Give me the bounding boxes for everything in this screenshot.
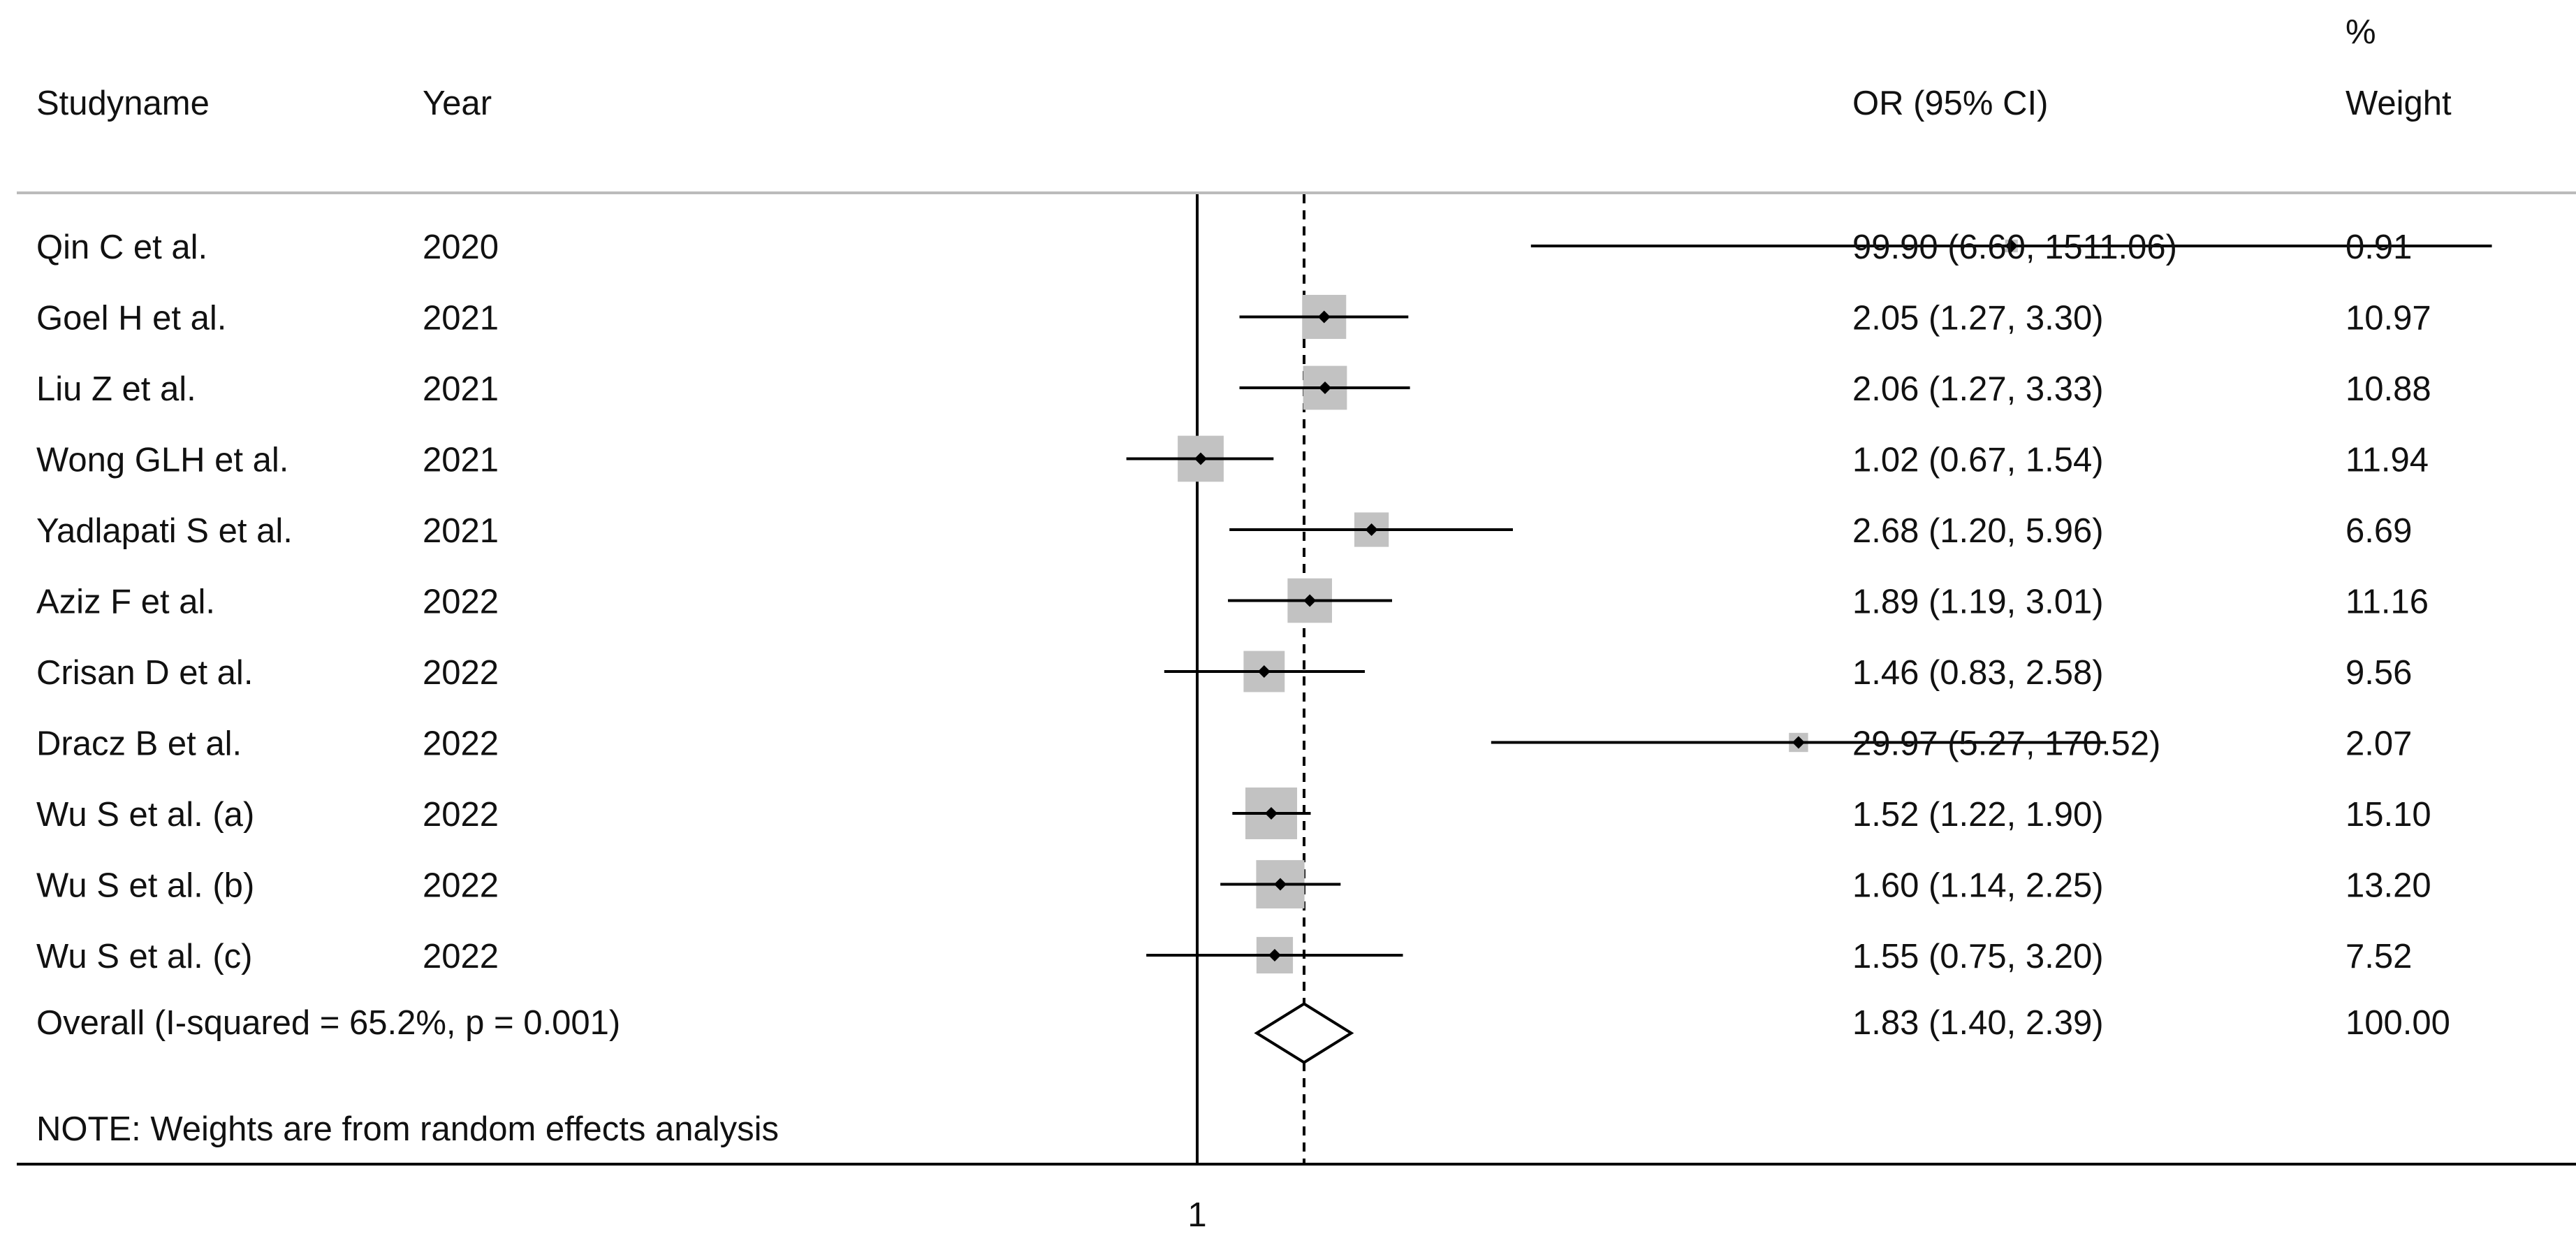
study-row: Yadlapati S et al. 2021 2.68 (1.20, 5.96) 6…: [36, 512, 2412, 550]
overall-diamond: [1254, 1002, 1354, 1064]
study-year: 2022: [423, 654, 499, 692]
study-or-ci: 99.90 (6.60, 1511.06): [1852, 228, 2177, 266]
study-or-ci: 1.89 (1.19, 3.01): [1852, 583, 2104, 621]
study-name: Goel H et al.: [36, 300, 226, 338]
study-name: Wu S et al. (b): [36, 867, 254, 905]
point-estimate: [1265, 807, 1278, 820]
study-year: 2022: [423, 583, 499, 621]
study-name: Wong GLH et al.: [36, 442, 288, 479]
study-weight: 13.20: [2346, 867, 2431, 905]
header-or-ci: OR (95% CI): [1852, 85, 2048, 122]
study-or-ci: 1.46 (0.83, 2.58): [1852, 654, 2104, 692]
point-estimate: [2005, 240, 2018, 252]
study-weight: 7.52: [2346, 938, 2412, 975]
study-weight: 11.94: [2346, 442, 2429, 479]
study-row: Wu S et al. (c) 2022 1.55 (0.75, 3.20) 7.52: [36, 936, 2412, 975]
header-weight-percent: %: [2346, 13, 2376, 51]
study-or-ci: 2.68 (1.20, 5.96): [1852, 512, 2104, 550]
study-year: 2021: [423, 512, 499, 550]
study-weight: 0.91: [2346, 228, 2412, 266]
study-year: 2021: [423, 370, 499, 408]
header-year: Year: [423, 85, 492, 122]
study-name: Yadlapati S et al.: [36, 512, 293, 550]
overall-label: Overall (I-squared = 65.2%, p = 0.001): [36, 1004, 620, 1042]
study-weight: 2.07: [2346, 725, 2412, 763]
study-row: Qin C et al. 2020 99.90 (6.60, 1511.06) 0.9…: [36, 228, 2492, 266]
note-text: NOTE: Weights are from random effects an…: [36, 1110, 779, 1148]
study-row: Wong GLH et al. 2021 1.02 (0.67, 1.54) 11.9…: [36, 435, 2429, 482]
header-weight: Weight: [2346, 85, 2452, 122]
study-row: Goel H et al. 2021 2.05 (1.27, 3.30) 10.97: [36, 294, 2431, 340]
point-estimate: [1792, 736, 1805, 749]
study-row: Crisan D et al. 2022 1.46 (0.83, 2.58) 9.56: [36, 651, 2412, 692]
study-name: Wu S et al. (c): [36, 938, 253, 975]
study-row: Dracz B et al. 2022 29.97 (5.27, 170.52) 2.…: [36, 725, 2412, 763]
study-row: Wu S et al. (a) 2022 1.52 (1.22, 1.90) 15.1…: [36, 788, 2431, 839]
point-estimate: [1365, 523, 1378, 536]
study-year: 2022: [423, 938, 499, 975]
study-weight: 9.56: [2346, 654, 2412, 692]
study-row: Liu Z et al. 2021 2.06 (1.27, 3.33) 10.88: [36, 365, 2431, 410]
point-estimate: [1318, 382, 1331, 394]
x-tick-label: 1: [1187, 1196, 1206, 1234]
study-rows: Qin C et al. 2020 99.90 (6.60, 1511.06) 0.9…: [36, 228, 2492, 975]
study-weight: 15.10: [2346, 796, 2431, 834]
study-or-ci: 1.52 (1.22, 1.90): [1852, 796, 2104, 834]
study-row: Aziz F et al. 2022 1.89 (1.19, 3.01) 11.16: [36, 578, 2429, 623]
study-weight: 6.69: [2346, 512, 2412, 550]
point-estimate: [1303, 594, 1317, 607]
study-year: 2020: [423, 228, 499, 266]
study-or-ci: 1.60 (1.14, 2.25): [1852, 867, 2104, 905]
study-name: Crisan D et al.: [36, 654, 253, 692]
study-name: Liu Z et al.: [36, 370, 196, 408]
study-name: Qin C et al.: [36, 228, 207, 266]
overall-ci-text: 1.83 (1.40, 2.39): [1852, 1004, 2104, 1042]
point-estimate: [1268, 949, 1281, 961]
study-or-ci: 2.06 (1.27, 3.33): [1852, 370, 2104, 408]
study-or-ci: 29.97 (5.27, 170.52): [1852, 725, 2160, 763]
overall-row: Overall (I-squared = 65.2%, p = 0.001) 1…: [36, 1002, 2450, 1064]
study-name: Dracz B et al.: [36, 725, 242, 763]
study-weight: 11.16: [2346, 583, 2429, 621]
study-or-ci: 2.05 (1.27, 3.30): [1852, 300, 2104, 338]
study-weight: 10.97: [2346, 300, 2431, 338]
study-year: 2021: [423, 442, 499, 479]
point-estimate: [1317, 310, 1331, 324]
overall-weight: 100.00: [2346, 1004, 2450, 1042]
point-estimate: [1194, 452, 1208, 465]
study-name: Aziz F et al.: [36, 583, 215, 621]
header-study: Studyname: [36, 85, 210, 122]
point-estimate: [1257, 665, 1271, 678]
study-weight: 10.88: [2346, 370, 2431, 408]
study-row: Wu S et al. (b) 2022 1.60 (1.14, 2.25) 13.2…: [36, 859, 2431, 909]
study-or-ci: 1.02 (0.67, 1.54): [1852, 442, 2104, 479]
study-name: Wu S et al. (a): [36, 796, 254, 834]
study-year: 2022: [423, 725, 499, 763]
point-estimate: [1274, 878, 1287, 891]
study-or-ci: 1.55 (0.75, 3.20): [1852, 938, 2104, 975]
study-year: 2021: [423, 300, 499, 338]
study-year: 2022: [423, 867, 499, 905]
study-year: 2022: [423, 796, 499, 834]
